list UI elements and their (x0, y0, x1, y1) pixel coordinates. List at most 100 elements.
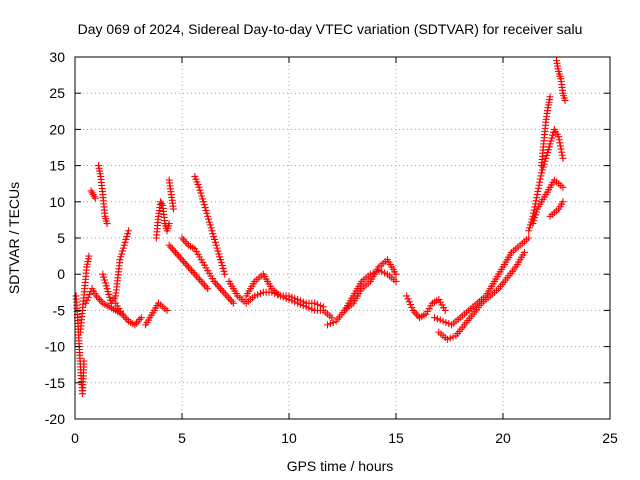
series-night-spike (538, 93, 554, 170)
data-point-fill (558, 151, 566, 159)
chart-title: Day 069 of 2024, Sidereal Day-to-day VTE… (78, 21, 583, 37)
data-point-fill (203, 209, 211, 217)
data-point-fill (209, 230, 217, 238)
data-point-fill (196, 186, 204, 194)
data-point-fill (534, 184, 542, 192)
y-tick-label: 25 (49, 85, 65, 101)
series-evening-3 (431, 234, 533, 329)
data-point-fill (124, 230, 132, 238)
data-point-fill (197, 189, 205, 197)
data-point (529, 220, 537, 228)
data-point-fill (555, 136, 563, 144)
data-point (328, 314, 336, 322)
y-tick-label: 15 (49, 158, 65, 174)
data-point-fill (216, 253, 224, 261)
y-tick-label: 0 (57, 266, 65, 282)
data-point-fill (200, 201, 208, 209)
series-cluster-1 (99, 227, 132, 307)
data-point (525, 234, 533, 242)
data-point-fill (205, 218, 213, 226)
data-point-fill (123, 233, 131, 241)
series-morning-2 (178, 234, 237, 307)
data-point (546, 93, 554, 101)
data-point-fill (122, 235, 130, 243)
data-point (195, 183, 203, 191)
data-point-fill (100, 273, 108, 281)
data-point-fill (220, 267, 228, 275)
data-point (125, 227, 132, 235)
data-point (520, 248, 528, 256)
data-point-fill (121, 238, 129, 246)
data-point-fill (530, 217, 538, 225)
data-point-fill (104, 288, 112, 296)
data-point-fill (84, 293, 92, 301)
data-point (82, 299, 90, 307)
data-point (204, 285, 212, 293)
data-point-fill (526, 224, 534, 232)
data-point (525, 227, 533, 235)
data-point-fill (532, 197, 540, 205)
series-night-low (546, 198, 567, 220)
y-tick-label: 10 (49, 194, 65, 210)
data-point-fill (556, 139, 564, 147)
data-point (559, 154, 567, 162)
data-point (103, 285, 111, 293)
series-afternoon-2 (341, 256, 400, 314)
x-tick-label: 5 (178, 430, 186, 446)
data-point (217, 256, 225, 264)
data-points (72, 57, 569, 398)
data-point (538, 169, 546, 177)
data-point-fill (219, 264, 227, 272)
data-point-fill (119, 244, 127, 252)
y-tick-label: -15 (45, 375, 65, 391)
data-point (221, 270, 229, 278)
axis-ticks (74, 56, 611, 420)
data-point-fill (211, 238, 219, 246)
data-point (392, 270, 400, 278)
x-tick-label: 15 (388, 430, 404, 446)
data-point (80, 357, 88, 365)
y-tick-label: 20 (49, 121, 65, 137)
data-point-fill (539, 163, 547, 171)
data-point-fill (102, 282, 110, 290)
x-axis-label: GPS time / hours (287, 458, 394, 474)
data-point-fill (543, 151, 551, 159)
data-point-fill (532, 208, 540, 216)
data-point-fill (101, 279, 109, 287)
data-point-fill (214, 247, 222, 255)
data-point-fill (532, 211, 540, 219)
series-midday-2 (242, 270, 336, 322)
series-spike-a (87, 187, 99, 202)
y-tick-label: 30 (49, 49, 65, 65)
series-night-rise-2 (529, 176, 567, 228)
series-hump-2 (165, 176, 177, 213)
data-point (546, 140, 554, 148)
x-tick-label: 25 (602, 430, 618, 446)
data-point-fill (536, 175, 544, 183)
data-point-fill (408, 304, 416, 312)
data-point (137, 314, 145, 322)
series-late-night (142, 299, 171, 329)
data-point-fill (210, 233, 218, 241)
data-point-fill (215, 250, 223, 258)
data-point-fill (119, 247, 127, 255)
data-point-fill (558, 148, 566, 156)
data-point-fill (217, 259, 225, 267)
data-point (116, 256, 124, 264)
data-point (91, 194, 99, 202)
data-point (199, 198, 207, 206)
x-tick-labels: 0 5 10 15 20 25 (71, 430, 618, 446)
data-point-fill (404, 295, 412, 303)
x-tick-label: 20 (495, 430, 511, 446)
data-point (555, 133, 563, 141)
series-morning-1 (165, 241, 212, 293)
data-point-fill (117, 253, 125, 261)
y-tick-label: -5 (53, 302, 66, 318)
data-point (169, 205, 177, 213)
data-point-fill (536, 178, 544, 186)
data-point-fill (101, 276, 109, 284)
data-point (212, 241, 220, 249)
data-point (99, 270, 107, 278)
data-point-fill (407, 301, 415, 309)
